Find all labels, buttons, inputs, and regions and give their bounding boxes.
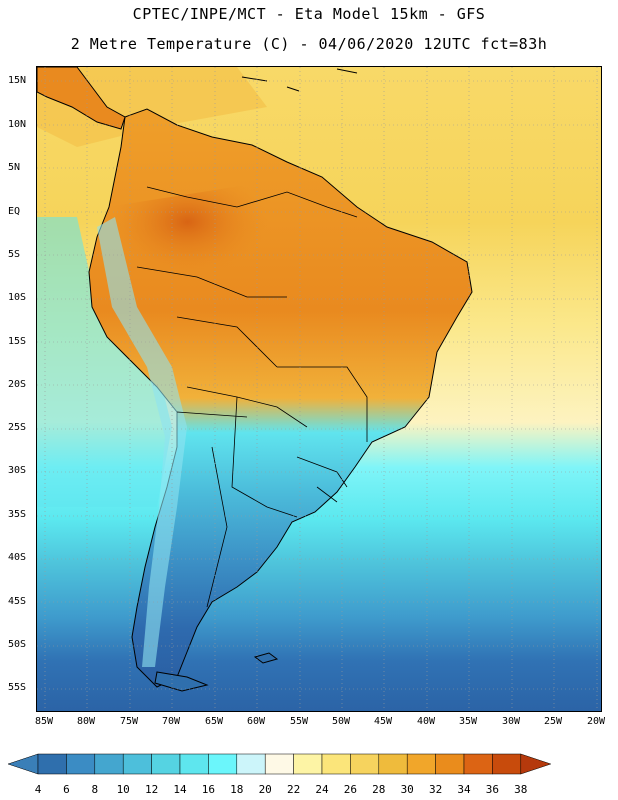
colorbar-segment xyxy=(151,753,181,775)
central-america-land xyxy=(37,67,126,130)
lat-label: 20S xyxy=(8,379,27,390)
map-title: CPTEC/INPE/MCT - Eta Model 15km - GFS xyxy=(132,5,486,23)
caribbean-warm xyxy=(37,67,267,147)
colorbar-tick-label: 36 xyxy=(485,783,500,796)
lon-label: 25W xyxy=(543,716,563,727)
colorbar-arrow-right xyxy=(520,753,552,775)
colorbar-tick-label: 10 xyxy=(116,783,130,796)
lat-label: 15S xyxy=(8,336,27,347)
colorbar-segment xyxy=(37,753,67,775)
lat-label: 25S xyxy=(8,422,27,433)
colorbar-tick-label: 20 xyxy=(258,783,272,796)
colorbar-segment xyxy=(492,753,522,775)
lon-label: 20W xyxy=(586,716,606,727)
colorbar-tick-label: 14 xyxy=(173,783,187,796)
colorbar-tick-label: 28 xyxy=(372,783,386,796)
lat-label: 15N xyxy=(8,75,27,86)
colorbar-tick-label: 22 xyxy=(286,783,301,796)
pacific-cool-strip xyxy=(37,217,172,507)
colorbar-tick-label: 32 xyxy=(428,783,443,796)
colorbar-segment xyxy=(94,753,124,775)
colorbar-tick-label: 18 xyxy=(230,783,244,796)
lat-label: 10S xyxy=(8,292,27,303)
lat-label: 55S xyxy=(8,682,27,693)
lat-label: 5N xyxy=(8,162,21,173)
colorbar-segment xyxy=(179,753,209,775)
lon-label: 40W xyxy=(416,716,436,727)
colorbar-segment xyxy=(236,753,266,775)
colorbar-tick-label: 34 xyxy=(457,783,471,796)
colorbar-tick-label: 16 xyxy=(201,783,216,796)
colorbar-segment xyxy=(321,753,351,775)
colorbar-segment xyxy=(264,753,294,775)
lon-label: 45W xyxy=(373,716,393,727)
lon-label: 80W xyxy=(76,716,96,727)
colorbar-segment xyxy=(435,753,465,775)
lat-label: 35S xyxy=(8,509,27,520)
colorbar-tick-label: 24 xyxy=(315,783,329,796)
colorbar-segment xyxy=(293,753,323,775)
lat-label: 50S xyxy=(8,639,27,650)
lat-label: 45S xyxy=(8,596,27,607)
lat-label: 40S xyxy=(8,552,27,563)
colorbar-tick-label: 38 xyxy=(514,783,528,796)
colorbar-tick-label: 26 xyxy=(343,783,358,796)
falkland-islands xyxy=(253,652,279,664)
colorbar-segment xyxy=(378,753,408,775)
colorbar-segment xyxy=(122,753,152,775)
lat-label: EQ xyxy=(8,206,21,217)
lat-label: 5S xyxy=(8,249,21,260)
colorbar-tick-label: 30 xyxy=(400,783,414,796)
lon-label: 60W xyxy=(246,716,266,727)
country-borders xyxy=(136,186,368,608)
amazon-hot-region xyxy=(107,177,337,327)
lon-label: 70W xyxy=(161,716,181,727)
colorbar-arrow-left xyxy=(7,753,39,775)
colorbar-segments xyxy=(7,753,552,775)
caribbean-islands xyxy=(241,68,358,92)
andes-cold-strip xyxy=(97,217,187,667)
colorbar-tick-label: 4 xyxy=(34,783,42,796)
tierra-del-fuego xyxy=(154,671,209,692)
colorbar-segment xyxy=(463,753,493,775)
lon-label: 85W xyxy=(34,716,54,727)
colorbar-tick-label: 12 xyxy=(144,783,159,796)
map-panel xyxy=(36,66,602,712)
colorbar xyxy=(7,753,552,775)
colorbar-tick-label: 6 xyxy=(63,783,70,796)
colorbar-segment xyxy=(66,753,96,775)
lon-label: 65W xyxy=(204,716,224,727)
lat-label: 30S xyxy=(8,465,27,476)
lon-label: 50W xyxy=(331,716,351,727)
lon-label: 75W xyxy=(119,716,139,727)
lon-label: 35W xyxy=(458,716,478,727)
lon-label: 30W xyxy=(501,716,521,727)
colorbar-segment xyxy=(208,753,238,775)
colorbar-tick-label: 8 xyxy=(91,783,99,796)
colorbar-segment xyxy=(406,753,436,775)
lon-label: 55W xyxy=(289,716,309,727)
colorbar-segment xyxy=(350,753,380,775)
map-subtitle: 2 Metre Temperature (C) - 04/06/2020 12U… xyxy=(70,35,548,53)
lat-label: 10N xyxy=(8,119,27,130)
